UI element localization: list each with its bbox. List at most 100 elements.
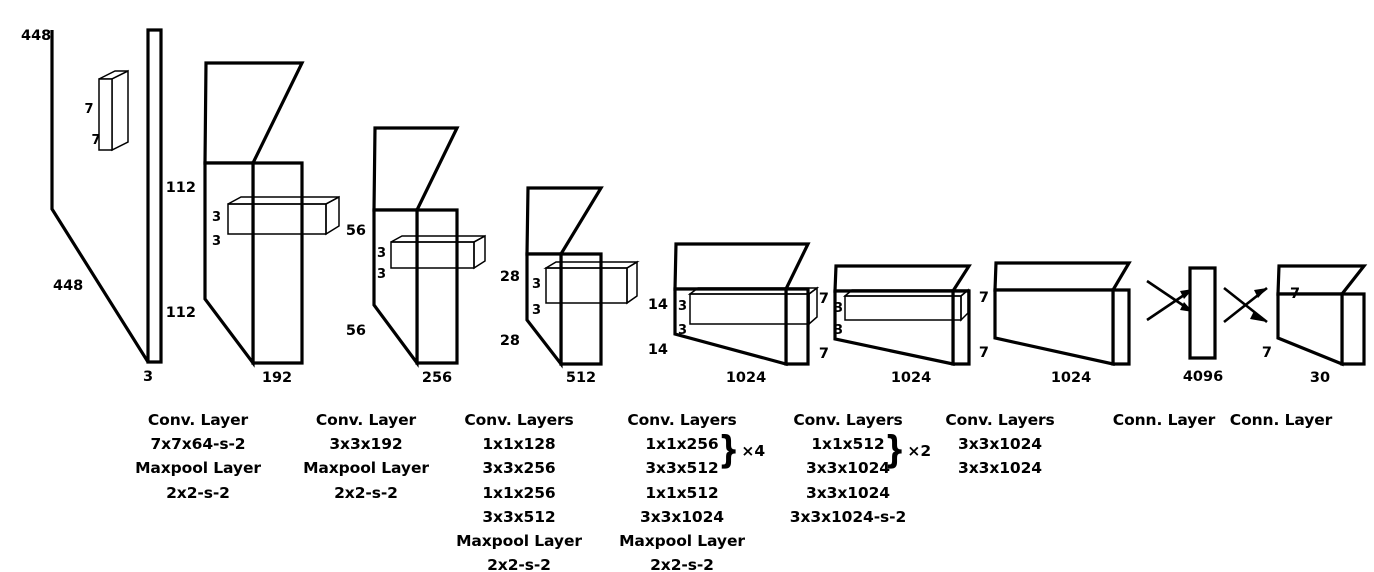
caption-conv5: Conv. Layers 1x1x512 3x3x1024 3x3x1024 3… xyxy=(648,408,1048,529)
conv2-filter-box xyxy=(390,234,486,270)
conv3-filter-h-label: 3 xyxy=(532,277,541,292)
caption-conn2: Conn. Layer xyxy=(1081,408,1374,432)
caption-line: 3x3x1024 xyxy=(958,435,1042,454)
caption-line: 1x1x512 xyxy=(645,483,719,502)
conv1-depth-label: 112 xyxy=(166,305,196,321)
caption-line: 2x2-s-2 xyxy=(166,483,230,502)
brace-glyph: } xyxy=(718,428,740,473)
caption-line: Maxpool Layer xyxy=(619,531,745,550)
conv5-depth-label: 7 xyxy=(819,346,829,362)
conv5-filter-box xyxy=(842,288,971,322)
caption-line: 2x2-s-2 xyxy=(334,483,398,502)
caption-conv6: Conv. Layers 3x3x1024 3x3x1024 xyxy=(800,408,1200,481)
output-depth-label: 7 xyxy=(1262,345,1272,361)
caption-line: 1x1x256 xyxy=(482,483,556,502)
caption-line: 2x2-s-2 xyxy=(650,556,714,572)
caption-conn1: Conn. Layer xyxy=(964,408,1364,432)
conv4-filter-box xyxy=(687,286,820,326)
caption-conv4: Conv. Layers 1x1x256 3x3x512 1x1x512 3x3… xyxy=(482,408,882,572)
repeat-marker-x4: } ×4 xyxy=(718,432,766,470)
conv1-volume xyxy=(203,61,305,368)
input-filter-w-label: 7 xyxy=(91,133,100,148)
input-image-volume xyxy=(50,28,163,364)
conv2-height-label: 56 xyxy=(346,223,366,239)
conv3-volume xyxy=(525,186,604,369)
caption-line: 3x3x512 xyxy=(482,507,556,526)
input-depth-label: 448 xyxy=(53,278,83,294)
crossover-arrows-1 xyxy=(1146,279,1194,322)
caption-line: 3x3x1024-s-2 xyxy=(789,507,907,526)
crossover-arrows-2 xyxy=(1223,286,1268,324)
fc1-slab xyxy=(1188,266,1217,360)
caption-line: 3x3x1024 xyxy=(806,459,890,478)
conv2-channels-label: 256 xyxy=(422,370,452,386)
caption-line: Conn. Layer xyxy=(1229,411,1333,429)
caption-line: 3x3x1024 xyxy=(806,483,890,502)
conv1-filter-h-label: 3 xyxy=(212,210,221,225)
conv5-channels-label: 1024 xyxy=(891,370,931,386)
caption-line: 1x1x256 xyxy=(645,435,719,454)
input-filter-box xyxy=(98,69,129,152)
conv3-depth-label: 28 xyxy=(500,333,520,349)
conv2-depth-label: 56 xyxy=(346,323,366,339)
conv6-depth-label: 7 xyxy=(979,345,989,361)
conv4-volume xyxy=(673,242,811,367)
caption-line: 3x3x1024 xyxy=(958,459,1042,478)
caption-line: Conv. Layers xyxy=(945,411,1055,429)
arrow-head-down-2 xyxy=(1250,311,1267,322)
repeat-count-label: ×2 xyxy=(907,442,932,460)
conv3-height-label: 28 xyxy=(500,269,520,285)
caption-line: Conn. Layer xyxy=(1112,411,1216,429)
conv2-volume xyxy=(372,126,460,368)
conv4-depth-label: 14 xyxy=(648,342,668,358)
conv5-filter-h-label: 3 xyxy=(834,301,843,316)
caption-line: 3x3x192 xyxy=(329,435,403,454)
conv6-channels-label: 1024 xyxy=(1051,370,1091,386)
caption-line: 1x1x128 xyxy=(482,435,556,454)
input-height-label: 448 xyxy=(21,28,51,44)
output-volume xyxy=(1276,264,1368,367)
conv3-channels-label: 512 xyxy=(566,370,596,386)
output-height-label: 7 xyxy=(1290,286,1300,302)
caption-line: 3x3x1024 xyxy=(640,507,724,526)
conv4-height-label: 14 xyxy=(648,297,668,313)
conv3-filter-box xyxy=(543,260,640,305)
conv3-filter-w-label: 3 xyxy=(532,303,541,318)
caption-line: Maxpool Layer xyxy=(303,459,429,478)
caption-line: Conv. Layers xyxy=(793,411,903,429)
input-filter-h-label: 7 xyxy=(84,102,93,117)
conv1-filter-box xyxy=(227,195,340,236)
caption-line: Conv. Layer xyxy=(147,411,249,429)
fc1-units-label: 4096 xyxy=(1183,369,1223,385)
caption-line: Maxpool Layer xyxy=(135,459,261,478)
conv6-volume xyxy=(993,261,1132,366)
conv4-filter-w-label: 3 xyxy=(678,323,687,338)
caption-line: 3x3x256 xyxy=(482,459,556,478)
caption-line: 3x3x512 xyxy=(645,459,719,478)
conv1-filter-w-label: 3 xyxy=(212,234,221,249)
brace-glyph: } xyxy=(884,428,906,473)
caption-line: 2x2-s-2 xyxy=(487,556,551,572)
caption-conv1: Conv. Layer 7x7x64-s-2 Maxpool Layer 2x2… xyxy=(0,408,396,505)
caption-line: 7x7x64-s-2 xyxy=(150,435,246,454)
caption-line: Conv. Layer xyxy=(315,411,417,429)
caption-line: Conv. Layers xyxy=(627,411,737,429)
conv5-volume xyxy=(833,264,972,366)
caption-line: 1x1x512 xyxy=(811,435,885,454)
conv1-channels-label: 192 xyxy=(262,370,292,386)
conv6-height-label: 7 xyxy=(979,290,989,306)
conv4-channels-label: 1024 xyxy=(726,370,766,386)
conv2-filter-w-label: 3 xyxy=(377,267,386,282)
caption-line: Conv. Layers xyxy=(464,411,574,429)
caption-conv2: Conv. Layer 3x3x192 Maxpool Layer 2x2-s-… xyxy=(166,408,566,505)
caption-conv3: Conv. Layers 1x1x128 3x3x256 1x1x256 3x3… xyxy=(319,408,719,572)
output-channels-label: 30 xyxy=(1310,370,1330,386)
repeat-count-label: ×4 xyxy=(741,442,766,460)
repeat-marker-x2: } ×2 xyxy=(884,432,932,470)
caption-line: Maxpool Layer xyxy=(456,531,582,550)
conv4-filter-h-label: 3 xyxy=(678,299,687,314)
conv5-height-label: 7 xyxy=(819,291,829,307)
conv2-filter-h-label: 3 xyxy=(377,246,386,261)
